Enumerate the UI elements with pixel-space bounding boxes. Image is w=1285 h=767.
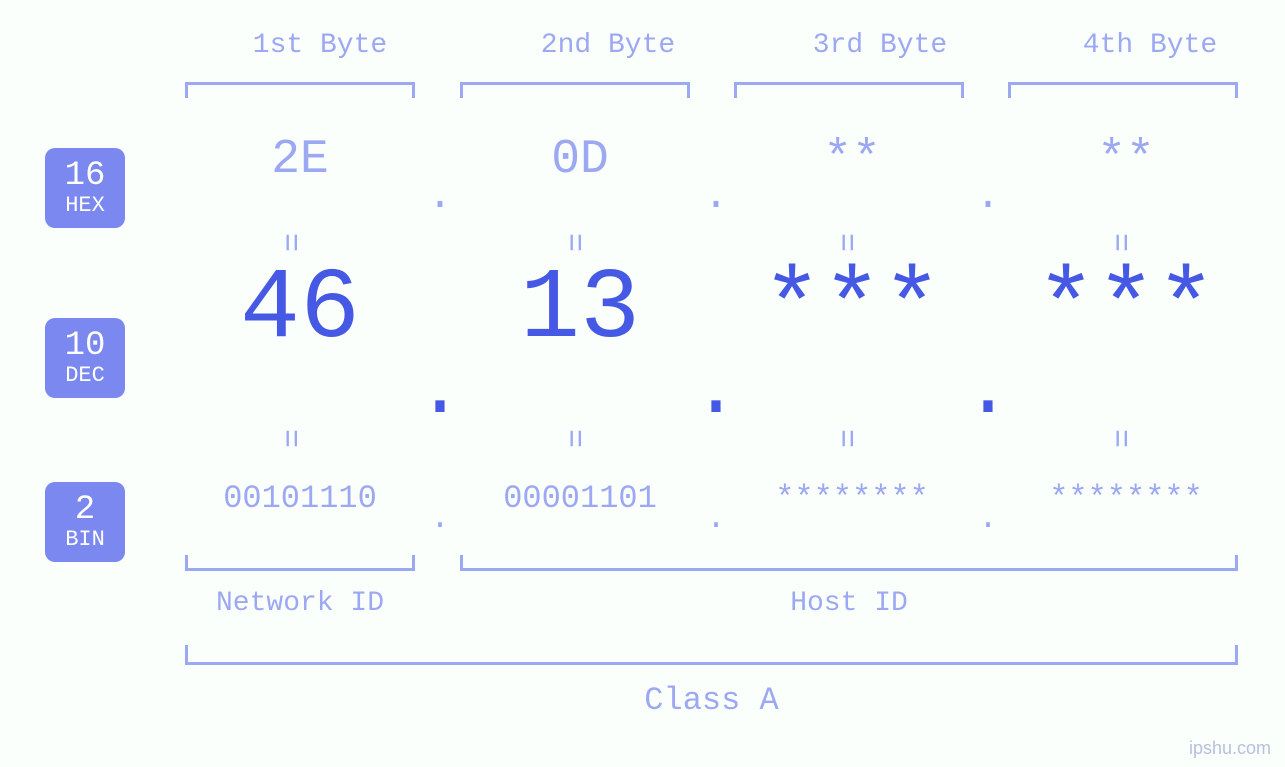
equals-2b: =: [555, 428, 592, 447]
equals-3b: =: [827, 428, 864, 447]
bin-byte-3: ********: [722, 480, 982, 517]
base-badge-hex: 16 HEX: [45, 148, 125, 228]
byte-header-2: 2nd Byte: [468, 30, 748, 61]
network-id-label: Network ID: [185, 588, 415, 619]
host-id-label: Host ID: [460, 588, 1238, 619]
base-number-dec: 10: [65, 329, 106, 363]
dec-byte-3: ***: [722, 254, 982, 367]
hex-byte-4: **: [996, 133, 1256, 187]
bin-byte-1: 00101110: [170, 480, 430, 517]
hex-byte-2: 0D: [450, 133, 710, 187]
equals-4b: =: [1101, 428, 1138, 447]
base-badge-dec: 10 DEC: [45, 318, 125, 398]
byte-header-3: 3rd Byte: [740, 30, 1020, 61]
bracket-byte-1: [185, 82, 415, 98]
equals-2a: =: [555, 232, 592, 251]
bracket-byte-3: [734, 82, 964, 98]
dec-byte-2: 13: [450, 254, 710, 367]
equals-3a: =: [827, 232, 864, 251]
byte-header-1: 1st Byte: [180, 30, 460, 61]
watermark: ipshu.com: [1189, 738, 1271, 759]
dec-byte-1: 46: [170, 254, 430, 367]
base-number-bin: 2: [75, 493, 95, 527]
equals-1b: =: [271, 428, 308, 447]
bracket-byte-4: [1008, 82, 1238, 98]
bin-byte-4: ********: [996, 480, 1256, 517]
bracket-class: [185, 645, 1238, 665]
base-name-bin: BIN: [65, 529, 105, 551]
base-name-dec: DEC: [65, 365, 105, 387]
equals-4a: =: [1101, 232, 1138, 251]
bracket-network-id: [185, 555, 415, 571]
hex-byte-1: 2E: [170, 133, 430, 187]
byte-header-4: 4th Byte: [1010, 30, 1285, 61]
bracket-host-id: [460, 555, 1238, 571]
bracket-byte-2: [460, 82, 690, 98]
dec-byte-4: ***: [996, 254, 1256, 367]
base-name-hex: HEX: [65, 195, 105, 217]
base-number-hex: 16: [65, 159, 106, 193]
equals-1a: =: [271, 232, 308, 251]
class-label: Class A: [185, 682, 1238, 719]
base-badge-bin: 2 BIN: [45, 482, 125, 562]
hex-byte-3: **: [722, 133, 982, 187]
bin-byte-2: 00001101: [450, 480, 710, 517]
